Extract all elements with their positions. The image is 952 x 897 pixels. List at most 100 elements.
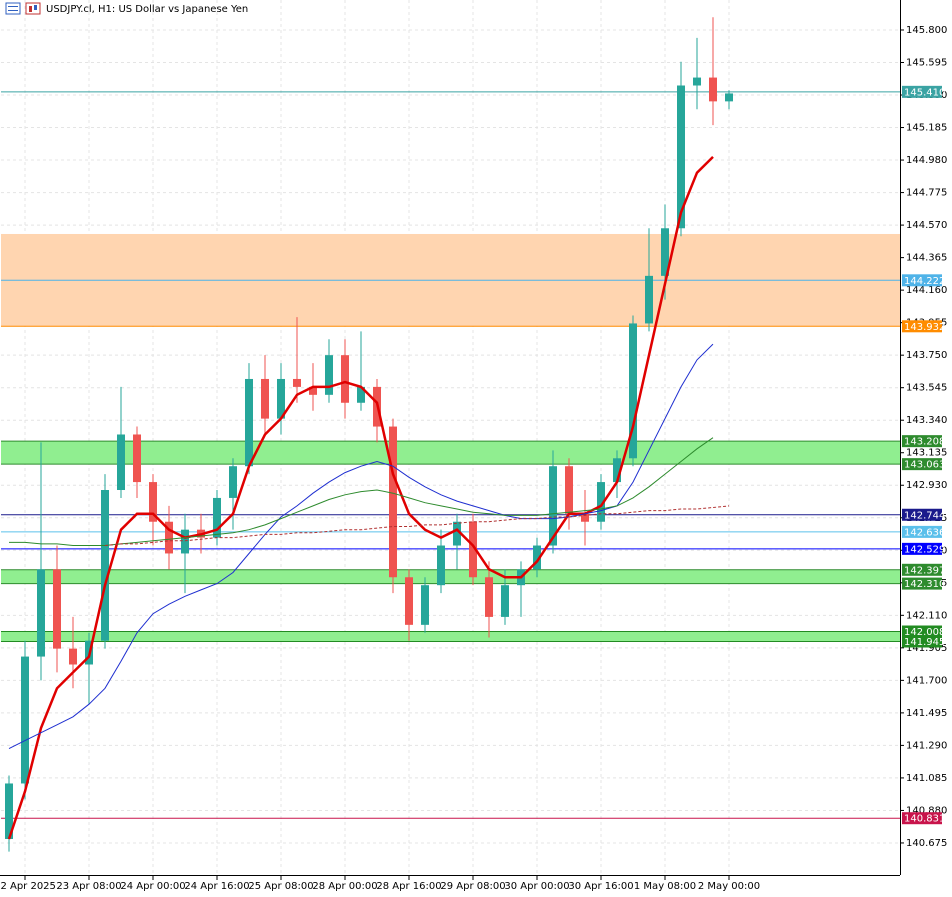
- candle-body: [549, 466, 557, 546]
- price-tag-label: 143.932: [904, 322, 945, 333]
- price-tag: [902, 563, 942, 576]
- x-tick-label: 24 Apr 00:00: [120, 881, 185, 892]
- title-icons: [5, 2, 41, 15]
- x-tick-label: 23 Apr 08:00: [56, 881, 121, 892]
- candle-body: [117, 434, 125, 491]
- y-tick-label: 144.365: [906, 253, 947, 264]
- y-tick-label: 143.750: [906, 350, 947, 361]
- candle-body: [389, 426, 397, 578]
- x-tick-label: 30 Apr 16:00: [568, 881, 633, 892]
- candle-body: [149, 482, 157, 522]
- ma-line: [8, 343, 714, 750]
- price-tag-label: 140.831: [904, 814, 945, 825]
- x-tick-label: 25 Apr 08:00: [248, 881, 313, 892]
- candle-body: [5, 783, 13, 839]
- price-tag: [902, 435, 942, 448]
- price-tag: [902, 85, 942, 98]
- icon: [25, 2, 41, 15]
- y-tick-label: 142.930: [906, 480, 947, 491]
- y-tick-label: 143.340: [906, 415, 947, 426]
- candle-body: [277, 378, 285, 419]
- price-tag-label: 143.063: [904, 460, 945, 471]
- candle-body: [437, 545, 445, 586]
- candle-body: [453, 521, 461, 546]
- candle-body: [37, 569, 45, 657]
- price-tag-label: 142.310: [904, 579, 945, 590]
- candle-body: [469, 521, 477, 578]
- candle-body: [293, 378, 301, 387]
- price-tag-label: 142.008: [904, 627, 945, 638]
- candle-body: [405, 577, 413, 625]
- price-tag-label: 142.744: [904, 510, 945, 521]
- price-tag-label: 142.397: [904, 565, 945, 576]
- y-tick-label: 142.110: [906, 610, 947, 621]
- y-tick-label: 144.980: [906, 155, 947, 166]
- zone: [1, 631, 900, 642]
- x-tick-label: 28 Apr 16:00: [376, 881, 441, 892]
- candle-body: [245, 378, 253, 467]
- price-tag: [902, 458, 942, 471]
- candle-body: [421, 585, 429, 625]
- ma-line: [104, 505, 730, 546]
- price-tag-label: 142.529: [904, 544, 945, 555]
- x-tick-label: 28 Apr 00:00: [312, 881, 377, 892]
- y-tick-label: 140.880: [906, 805, 947, 816]
- y-tick-label: 143.135: [906, 448, 947, 459]
- candle-body: [629, 323, 637, 459]
- candle-body: [181, 529, 189, 554]
- y-tick-label: 145.595: [906, 58, 947, 69]
- candle-body: [101, 490, 109, 641]
- candle-body: [645, 275, 653, 324]
- candle-body: [229, 466, 237, 498]
- y-tick-label: 145.800: [906, 25, 947, 36]
- candle-body: [661, 228, 669, 276]
- candle-body: [309, 386, 317, 395]
- y-tick-label: 141.290: [906, 740, 947, 751]
- price-tag-label: 144.222: [904, 276, 945, 287]
- y-tick-label: 141.085: [906, 773, 947, 784]
- candle-body: [21, 656, 29, 784]
- candle-body: [725, 93, 733, 102]
- x-tick-label: 22 Apr 2025: [0, 881, 56, 892]
- candle-body: [501, 585, 509, 617]
- y-tick-label: 141.905: [906, 643, 947, 654]
- candle-body: [133, 434, 141, 483]
- candle-body: [693, 77, 701, 86]
- y-tick-label: 144.775: [906, 188, 947, 199]
- candle-body: [533, 545, 541, 570]
- price-tag: [902, 625, 942, 638]
- zone: [1, 441, 900, 465]
- y-tick-label: 144.160: [906, 285, 947, 296]
- price-tag: [902, 320, 942, 333]
- candle-body: [709, 77, 717, 102]
- y-tick-label: 141.700: [906, 675, 947, 686]
- price-tag: [902, 542, 942, 555]
- candle-body: [565, 466, 573, 514]
- price-tag-label: 145.410: [904, 87, 945, 98]
- candle-body: [261, 378, 269, 419]
- price-tag: [902, 577, 942, 590]
- icon: [34, 5, 37, 10]
- candle-body: [597, 482, 605, 522]
- candle-body: [53, 569, 61, 649]
- y-tick-label: 140.675: [906, 838, 947, 849]
- zone: [1, 569, 900, 584]
- candle-body: [325, 355, 333, 395]
- price-tag-label: 141.945: [904, 637, 945, 648]
- candle-body: [677, 85, 685, 229]
- price-tag-label: 142.636: [904, 527, 945, 538]
- price-tag: [902, 635, 942, 648]
- price-tag: [902, 525, 942, 538]
- price-tag: [902, 812, 942, 825]
- chart-title: USDJPY.cl, H1: US Dollar vs Japanese Yen: [46, 4, 248, 15]
- x-tick-label: 24 Apr 16:00: [184, 881, 249, 892]
- candle-body: [485, 577, 493, 617]
- candle-body: [165, 521, 173, 554]
- icon: [5, 2, 21, 15]
- x-tick-label: 2 May 00:00: [698, 881, 760, 892]
- candle-body: [69, 648, 77, 665]
- x-tick-label: 30 Apr 00:00: [504, 881, 569, 892]
- price-tag-label: 143.208: [904, 437, 945, 448]
- candle-body: [357, 386, 365, 403]
